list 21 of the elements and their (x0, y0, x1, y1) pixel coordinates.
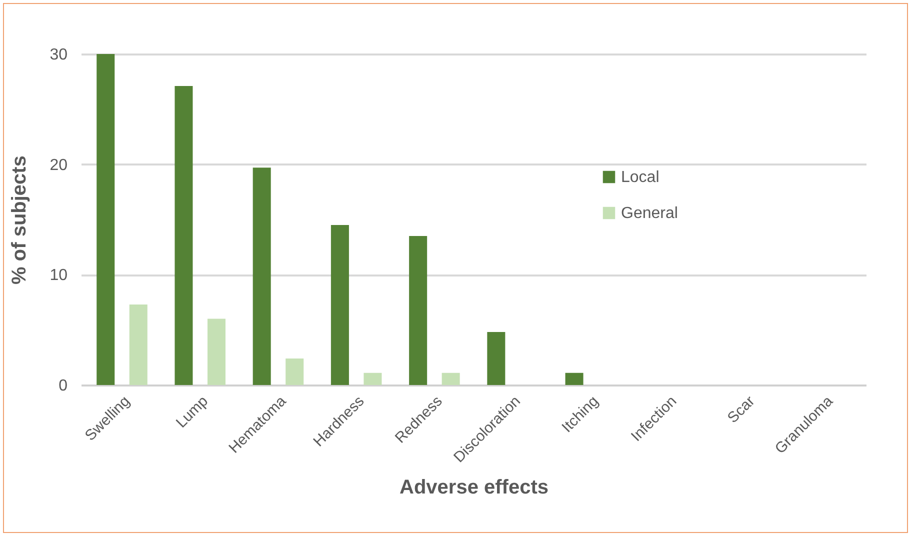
bar (565, 372, 584, 385)
bar (442, 372, 460, 385)
y-tick-label: 20 (50, 156, 68, 174)
y-tick-label: 0 (58, 378, 68, 394)
bar (487, 332, 506, 385)
bar (96, 54, 115, 385)
x-tick-label: Scar (724, 392, 758, 427)
bar (286, 358, 304, 385)
y-axis-title: % of subjects (8, 156, 31, 284)
x-axis-title: Adverse effects (400, 476, 548, 498)
bar (409, 236, 428, 385)
legend-label: General (621, 205, 678, 222)
bar (174, 86, 193, 385)
bar (252, 168, 271, 385)
bar (207, 318, 226, 385)
bar (330, 225, 349, 385)
y-tick-label: 10 (50, 267, 68, 284)
legend-label: Local (621, 169, 660, 186)
bar (364, 372, 382, 385)
y-tick-label: 30 (50, 46, 68, 64)
bar (129, 304, 148, 385)
